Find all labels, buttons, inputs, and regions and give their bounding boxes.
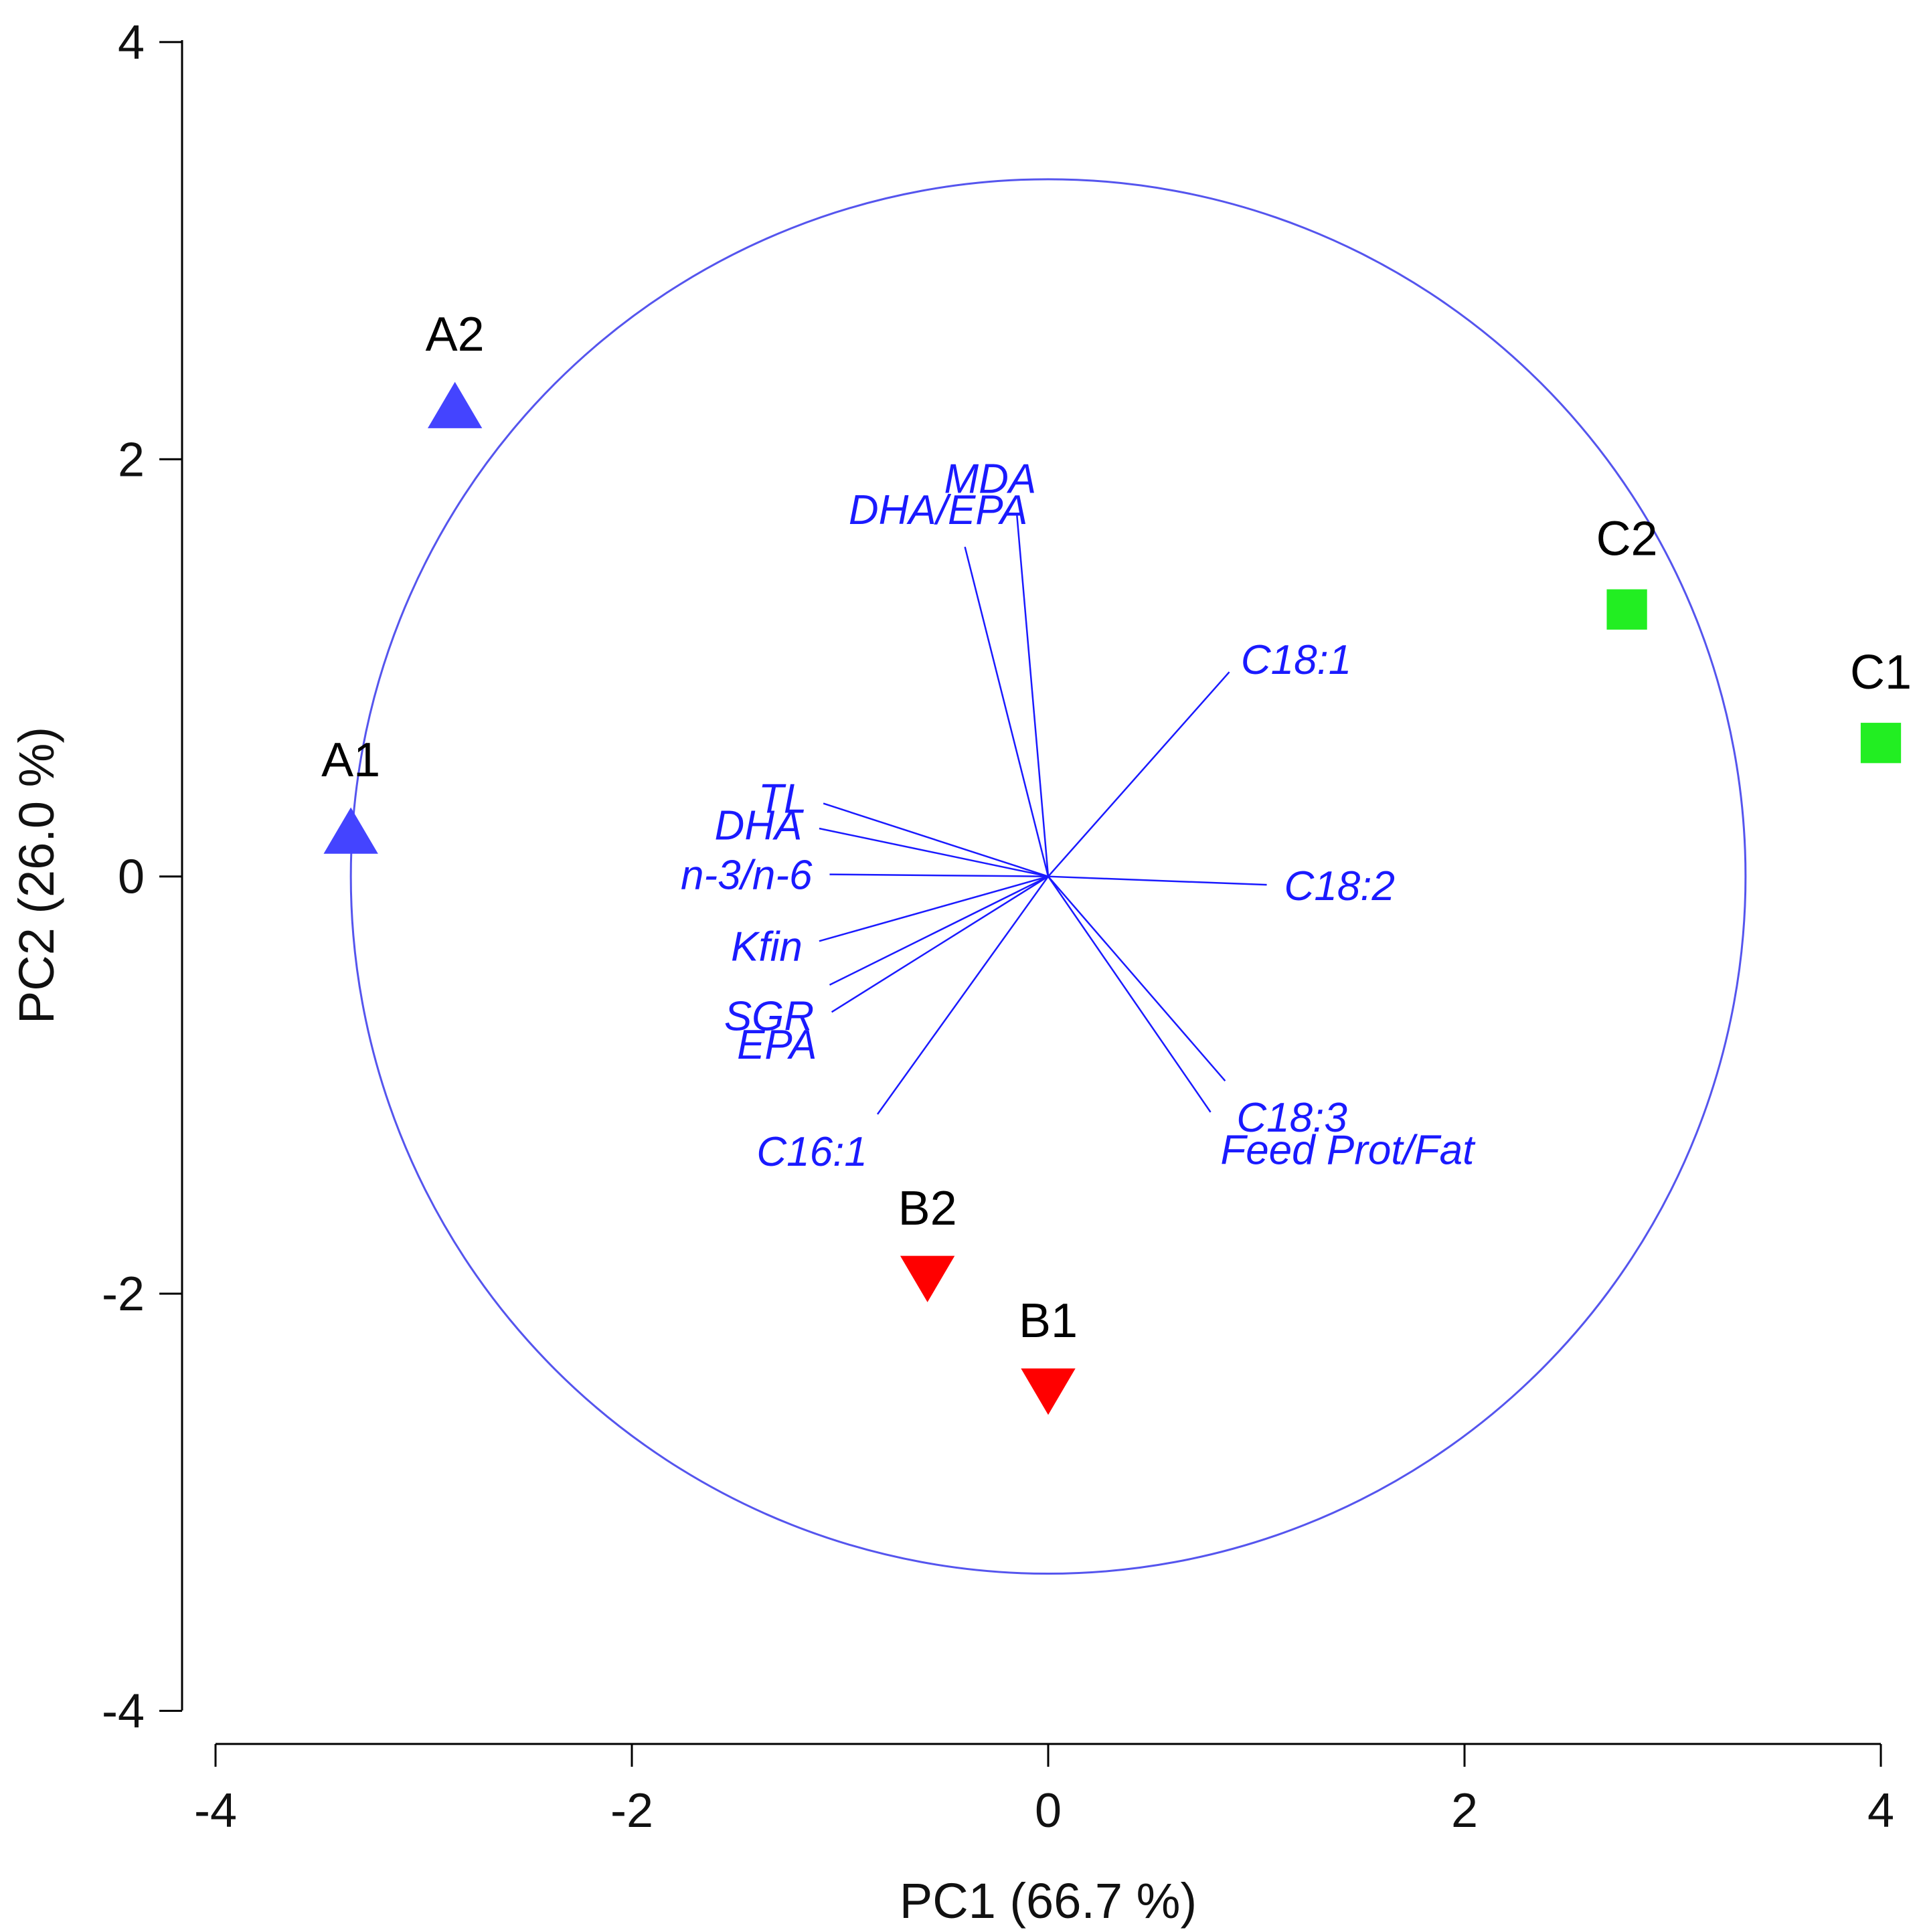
loading-vector: [876, 875, 1050, 1115]
loading-label: n-3/n-6: [681, 852, 813, 898]
correlation-circle: [349, 178, 1747, 1575]
loading-label: C18:3: [1236, 1095, 1347, 1141]
point-label: C1: [1850, 646, 1912, 699]
loading-vector: [823, 802, 1049, 877]
y-tick-label: 2: [118, 433, 145, 487]
x-tick-label: -2: [610, 1784, 653, 1838]
x-axis-ticks: -4 -2 0 2 4: [194, 1744, 1894, 1838]
x-axis-title: PC1 (66.7 %): [900, 1873, 1197, 1929]
loading-label: DHA/EPA: [849, 487, 1028, 533]
loading-vector: [831, 875, 1049, 1013]
point-label: A1: [321, 733, 380, 787]
loading-vector: [1048, 875, 1267, 886]
point-marker: [1021, 1368, 1076, 1415]
loading-label: DHA: [715, 803, 803, 849]
point-marker: [427, 381, 483, 428]
loading-vector: [829, 875, 1049, 986]
loading-label: SGR: [724, 993, 814, 1039]
loading-label: C18:2: [1284, 863, 1395, 909]
y-tick-label: -2: [102, 1267, 145, 1321]
y-tick-label: -4: [102, 1684, 145, 1738]
y-tick-label: 4: [118, 16, 145, 70]
point-marker: [1606, 589, 1647, 630]
y-tick-label: 0: [118, 851, 145, 904]
point-marker: [900, 1255, 955, 1302]
x-tick-label: 4: [1867, 1784, 1894, 1838]
y-axis-title: PC2 (26.0 %): [9, 727, 64, 1024]
loading-label: EPA: [737, 1022, 817, 1068]
point-label: C2: [1596, 512, 1658, 565]
loading-label: Kfin: [731, 924, 803, 970]
loading-label: C16:1: [756, 1129, 867, 1175]
loading-vector: [829, 873, 1049, 877]
x-tick-label: 2: [1451, 1784, 1478, 1838]
loading-label: TL: [758, 776, 807, 822]
loading-label: Feed Prot/Fat: [1220, 1127, 1476, 1173]
loading-label: MDA: [944, 456, 1036, 502]
loading-vector: [1048, 875, 1226, 1081]
loading-vector: [1047, 875, 1212, 1113]
x-tick-label: -4: [194, 1784, 237, 1838]
point-label: B1: [1019, 1294, 1078, 1348]
point-marker: [323, 807, 378, 854]
loading-vector: [819, 875, 1049, 942]
loading-vector: [1048, 671, 1230, 877]
point-marker: [1860, 723, 1902, 764]
loading-vector: [964, 546, 1050, 877]
x-tick-label: 0: [1035, 1784, 1062, 1838]
loading-vector: [1016, 515, 1050, 877]
point-label: A2: [426, 308, 485, 361]
point-label: B2: [898, 1182, 957, 1235]
loading-vector: [819, 827, 1049, 877]
loading-label: C18:1: [1241, 637, 1351, 683]
y-axis-ticks: -4 -2 0 2 4: [102, 16, 183, 1738]
